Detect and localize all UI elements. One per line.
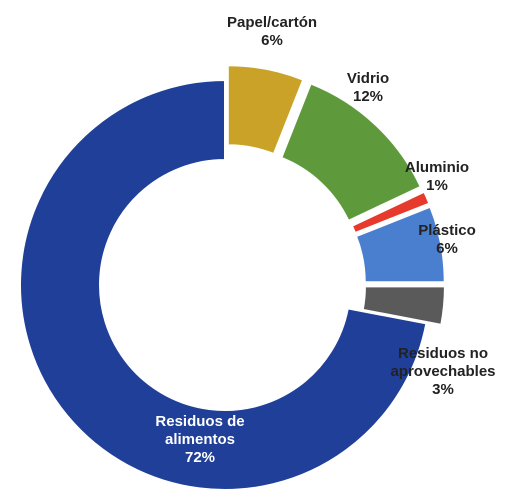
donut-segment xyxy=(19,78,428,491)
segment-label: Residuos de alimentos 72% xyxy=(135,413,265,467)
segment-label: Vidrio 12% xyxy=(328,70,408,106)
donut-segment xyxy=(361,285,446,326)
segment-label: Papel/cartón 6% xyxy=(212,14,332,50)
category-label: Residuos de alimentos xyxy=(155,413,245,448)
value-label: 6% xyxy=(261,32,283,49)
segment-label: Residuos no aprovechables 3% xyxy=(373,345,508,399)
category-label: Vidrio xyxy=(346,70,390,87)
value-label: 3% xyxy=(432,381,454,398)
category-label: Plástico xyxy=(418,222,476,239)
value-label: 12% xyxy=(352,88,384,105)
category-label: Aluminio xyxy=(404,159,470,176)
donut-segment xyxy=(350,190,431,235)
category-label: Residuos no aprovechables xyxy=(390,345,496,380)
segment-label: Aluminio 1% xyxy=(392,159,482,195)
category-label: Papel/cartón xyxy=(226,14,318,31)
value-label: 6% xyxy=(436,240,458,257)
donut-segment xyxy=(226,64,305,156)
donut-segment xyxy=(279,82,423,223)
value-label: 72% xyxy=(184,449,216,466)
donut-segment xyxy=(354,205,446,284)
segment-label: Plástico 6% xyxy=(402,222,492,258)
value-label: 1% xyxy=(426,177,448,194)
